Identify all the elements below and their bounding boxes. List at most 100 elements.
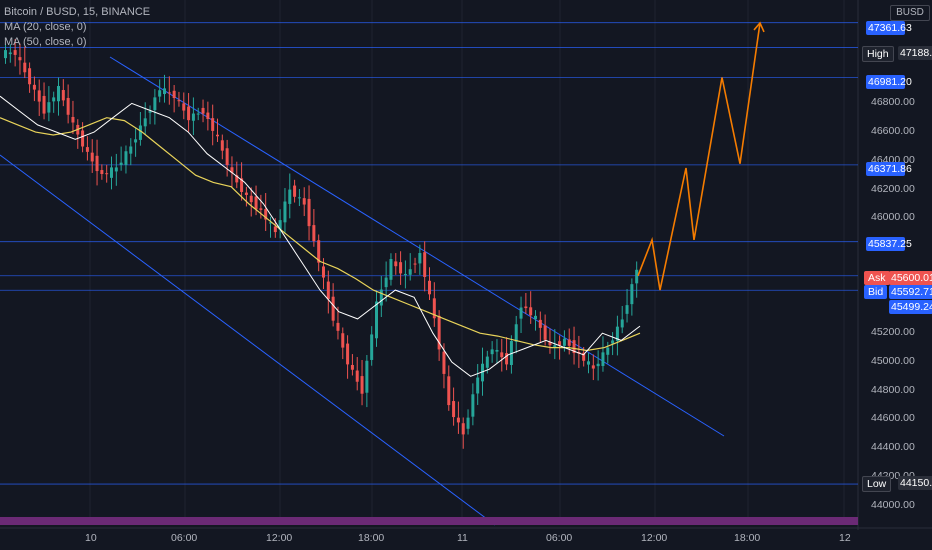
candle-body	[71, 116, 75, 123]
candle-body	[100, 170, 104, 175]
candle-body	[312, 225, 316, 242]
candle-body	[514, 324, 518, 342]
ask-value: 45600.01	[889, 271, 932, 285]
price-tick-label: 45000.00	[871, 354, 915, 367]
time-tick-label: 12:00	[641, 532, 668, 544]
candle-body	[591, 365, 595, 369]
candle-body	[336, 322, 340, 331]
time-tick-label: 18:00	[734, 532, 761, 544]
ma50-line	[0, 117, 641, 352]
candle-body	[52, 97, 56, 102]
candle-body	[379, 289, 383, 306]
time-tick-label: 06:00	[171, 532, 198, 544]
candle-body	[288, 189, 292, 204]
candle-body	[110, 167, 113, 178]
price-tick-label: 46200.00	[871, 182, 915, 195]
candle-body	[47, 102, 51, 113]
candle-body	[18, 57, 22, 61]
candle-body	[85, 147, 89, 152]
candle-body	[278, 220, 282, 230]
price-tick-label: 44000.00	[871, 498, 915, 511]
candle-body	[191, 113, 195, 121]
candle-body	[442, 351, 446, 374]
price-tick-label: 46800.00	[871, 96, 915, 109]
candle-body	[206, 112, 210, 119]
candle-body	[437, 315, 441, 350]
symbol-title[interactable]: Bitcoin / BUSD, 15, BINANCE	[4, 6, 151, 18]
candle-body	[428, 280, 431, 295]
ma20-line	[0, 95, 641, 377]
price-tick-label: 45200.00	[871, 326, 915, 339]
candle-body	[283, 201, 287, 223]
candle-body	[225, 148, 229, 166]
candle-body	[524, 306, 528, 309]
candle-body	[129, 146, 133, 154]
candle-body	[220, 140, 224, 151]
candle-body	[418, 253, 422, 264]
price-tick-label: 44800.00	[871, 383, 915, 396]
candle-body	[355, 370, 359, 382]
candle-body	[148, 111, 152, 113]
candle-body	[172, 90, 176, 99]
candle-body	[635, 269, 639, 284]
ma50-legend[interactable]: MA (50, close, 0)	[4, 36, 87, 48]
candle-body	[423, 252, 427, 277]
candle-body	[201, 107, 205, 114]
candle-body	[4, 50, 7, 59]
candle-body	[32, 84, 36, 90]
low-label: Low	[862, 476, 892, 492]
level-tag-46371: 46371.86	[866, 162, 912, 176]
candle-body	[476, 377, 480, 394]
candle-body	[543, 325, 547, 340]
candle-body	[158, 90, 162, 97]
candle-body	[28, 68, 32, 85]
projection-path	[637, 22, 761, 291]
candle-body	[606, 347, 610, 355]
bid-value: 45592.71	[889, 285, 932, 299]
candle-body	[119, 162, 123, 166]
time-tick-label: 12:00	[266, 532, 293, 544]
candle-body	[230, 167, 234, 173]
currency-selector[interactable]: BUSD	[890, 5, 930, 21]
candle-body	[322, 266, 325, 278]
level-tag-46981: 46981.20	[866, 75, 912, 89]
candle-body	[500, 352, 504, 358]
arrow-head-icon	[753, 21, 765, 33]
volume-bar-strip	[0, 517, 858, 525]
price-tick-label: 46600.00	[871, 125, 915, 138]
candle-body	[389, 258, 393, 280]
candle-body	[138, 125, 142, 140]
candle-body	[341, 333, 345, 348]
candle-body	[370, 334, 374, 360]
candle-body	[105, 173, 109, 175]
candle-body	[505, 353, 509, 365]
candle-body	[572, 340, 576, 354]
time-tick-label: 12	[839, 532, 851, 544]
ma20-legend[interactable]: MA (20, close, 0)	[4, 21, 87, 33]
candle-body	[167, 92, 171, 94]
candle-body	[259, 208, 263, 210]
candle-body	[625, 305, 629, 314]
candle-body	[254, 196, 258, 210]
price-tick-label: 44400.00	[871, 441, 915, 454]
candle-body	[394, 261, 398, 267]
candle-body	[384, 277, 388, 288]
candle-body	[211, 118, 215, 131]
candle-body	[582, 352, 586, 361]
candle-body	[408, 269, 412, 275]
candle-body	[630, 284, 634, 305]
candle-body	[90, 152, 94, 162]
candle-body	[567, 339, 571, 346]
candle-body	[273, 226, 277, 233]
candle-body	[177, 100, 181, 102]
candlestick-series	[4, 39, 639, 449]
channel-upper-line	[109, 56, 725, 437]
candle-body	[163, 88, 166, 95]
candle-body	[307, 198, 311, 227]
level-tag-47361: 47361.63	[866, 21, 912, 35]
candle-body	[124, 151, 128, 165]
candle-body	[8, 52, 12, 55]
candle-body	[293, 185, 297, 197]
candle-body	[495, 349, 499, 352]
